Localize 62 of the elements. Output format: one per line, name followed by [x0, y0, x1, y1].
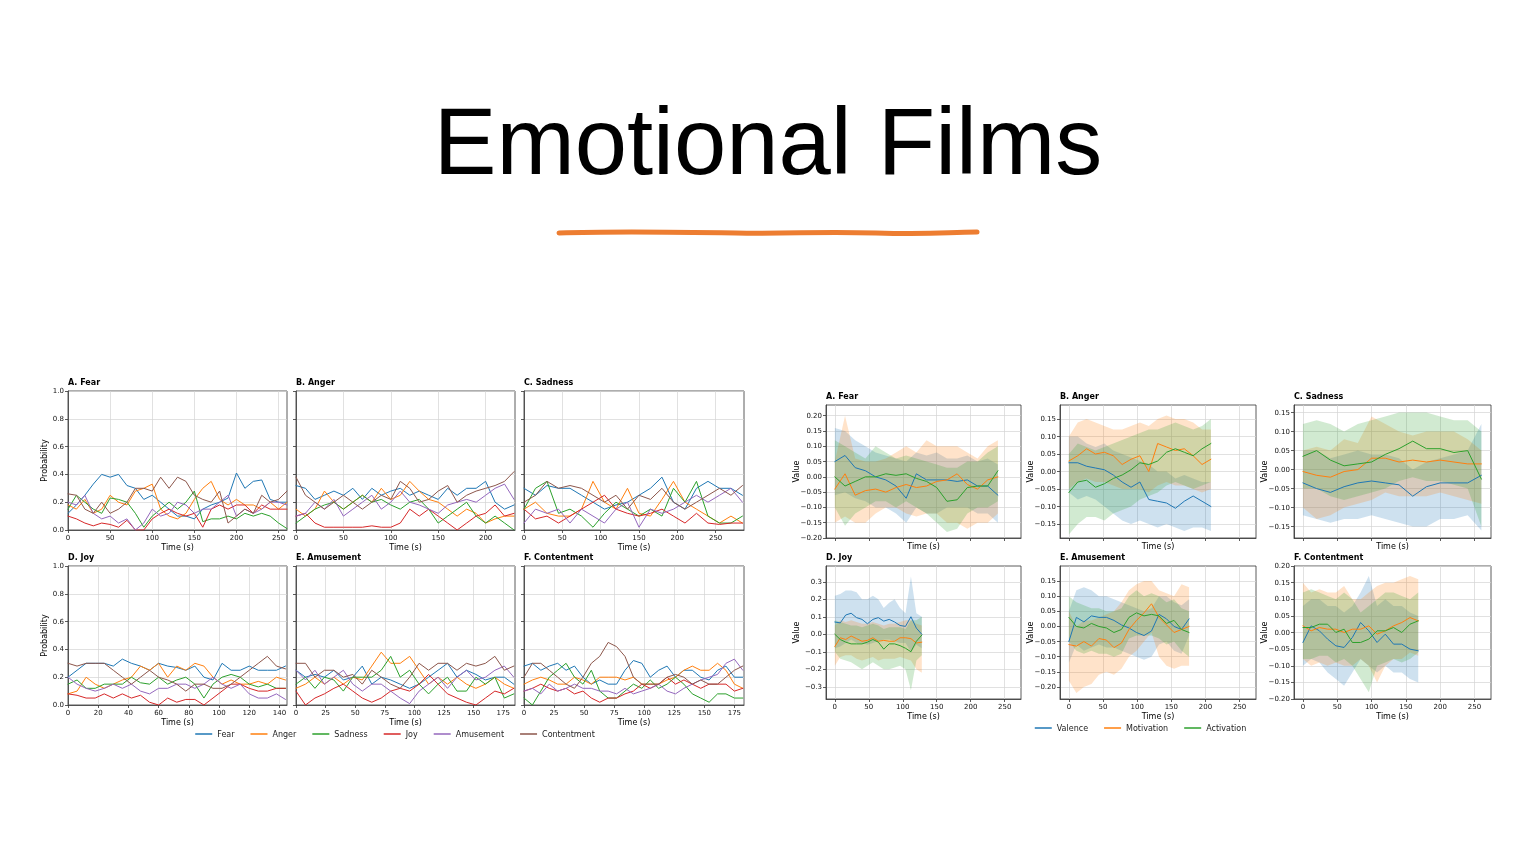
y-axis-title: Value — [1025, 460, 1035, 483]
chart-title: B. Anger — [1060, 391, 1099, 401]
y-axis-title: Value — [791, 460, 801, 483]
chart-title: E. Amusement — [296, 552, 362, 562]
y-axis-title: Value — [1259, 621, 1269, 644]
x-axis-title: Time (s) — [1140, 711, 1175, 721]
y-axis-title: Value — [1025, 621, 1035, 644]
line-series — [1302, 440, 1482, 480]
line-series — [834, 635, 923, 647]
legend-label: Activation — [1206, 723, 1247, 733]
y-axis-title: Value — [1259, 460, 1269, 483]
line-series — [1068, 443, 1212, 472]
chart-title: A. Fear — [826, 391, 859, 401]
legend-label: Valence — [1056, 723, 1089, 733]
line-series — [1068, 462, 1212, 509]
legend-label: Motivation — [1126, 723, 1169, 733]
line-series — [1068, 613, 1190, 643]
legend-label: Contentment — [542, 729, 595, 739]
x-axis-title: Time (s) — [906, 541, 940, 551]
line-series — [1302, 617, 1419, 635]
legend-label: Sadness — [334, 729, 368, 739]
legend-label: Anger — [272, 729, 298, 739]
x-axis-title: Time (s) — [160, 542, 194, 552]
line-series — [834, 470, 999, 502]
chart-title: E. Amusement — [1060, 552, 1126, 562]
line-series — [67, 662, 286, 695]
line-series — [1068, 612, 1190, 633]
chart-title: F. Contentment — [1294, 552, 1364, 562]
x-axis-title: Time (s) — [616, 542, 651, 552]
x-axis-title: Time (s) — [388, 717, 422, 727]
line-series — [1302, 622, 1419, 652]
legend-label: Amusement — [455, 729, 505, 739]
x-axis-title: Time (s) — [1140, 541, 1175, 551]
chart-title: B. Anger — [296, 377, 335, 387]
line-series — [67, 655, 286, 692]
legend-label: Fear — [217, 729, 236, 739]
chart-title: C. Sadness — [524, 377, 574, 387]
text: Emotional Films — [432, 89, 1104, 194]
legend-label: Joy — [404, 729, 418, 739]
line-series — [834, 473, 999, 496]
chart-title: F. Contentment — [524, 552, 594, 562]
line-series — [1302, 474, 1482, 497]
line-series — [1302, 457, 1482, 478]
chart-title: D. Joy — [68, 552, 95, 562]
line-series — [1068, 603, 1190, 649]
y-axis-title: Probability — [39, 614, 49, 657]
chart-title: A. Fear — [68, 377, 101, 387]
line-series — [834, 454, 999, 499]
y-axis-title: Value — [791, 621, 801, 644]
chart-title: C. Sadness — [1294, 391, 1344, 401]
x-axis-title: Time (s) — [388, 542, 422, 552]
x-axis-title: Time (s) — [1375, 711, 1409, 721]
x-axis-title: Time (s) — [906, 711, 940, 721]
x-axis-title: Time (s) — [160, 717, 194, 727]
line-series — [834, 633, 923, 653]
line-series — [1302, 620, 1419, 643]
line-series — [834, 612, 923, 635]
chart-title: D. Joy — [826, 552, 853, 562]
x-axis-title: Time (s) — [1375, 541, 1409, 551]
x-axis-title: Time (s) — [616, 717, 651, 727]
y-axis-title: Probability — [39, 439, 49, 482]
line-series — [1068, 443, 1212, 493]
